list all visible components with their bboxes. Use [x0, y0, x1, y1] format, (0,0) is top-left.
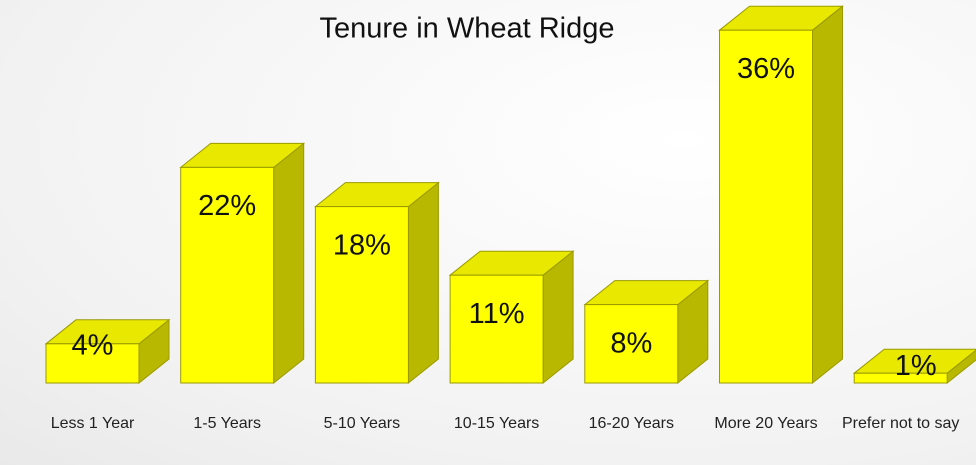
- value-label: 4%: [72, 330, 114, 362]
- x-tick-label: 5-10 Years: [323, 415, 401, 432]
- value-label: 11%: [469, 298, 525, 330]
- value-label: 18%: [333, 229, 391, 261]
- bar-side: [812, 5, 843, 385]
- bar: [314, 206, 409, 384]
- x-tick-label: 16-20 Years: [588, 415, 674, 432]
- x-tick-label: 10-15 Years: [453, 415, 540, 432]
- x-tick-label: More 20 Years: [714, 415, 818, 432]
- bar: [584, 304, 679, 384]
- bar: [45, 343, 140, 384]
- value-label: 8%: [610, 327, 652, 359]
- bar-side: [273, 142, 305, 385]
- x-tick-label: 1-5 Years: [193, 415, 261, 432]
- value-label: 36%: [737, 53, 795, 85]
- x-tick-label: Prefer not to say: [841, 415, 960, 432]
- bar: [853, 372, 948, 384]
- bar-side: [407, 181, 439, 385]
- chart-title: Tenure in Wheat Ridge: [320, 13, 615, 45]
- value-label: 1%: [895, 350, 937, 382]
- bar: [449, 274, 544, 384]
- x-tick-label: Less 1 Year: [50, 415, 135, 432]
- value-label: 22%: [198, 190, 256, 222]
- bar: [719, 29, 813, 384]
- bar: [180, 166, 275, 384]
